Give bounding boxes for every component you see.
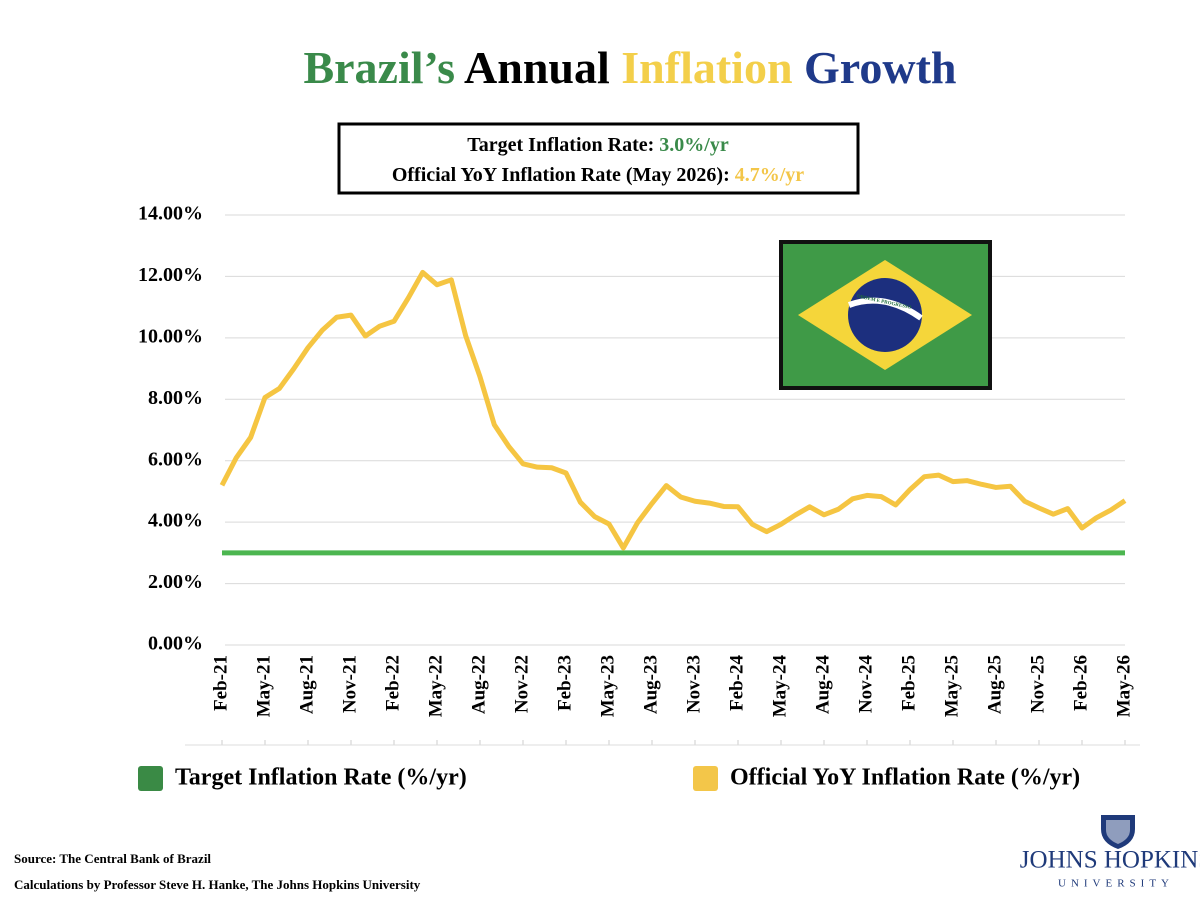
x-tick-label: Feb-25	[898, 655, 919, 711]
logo-sub: UNIVERSITY	[1058, 878, 1174, 890]
legend-swatch	[138, 766, 163, 791]
y-tick-label: 10.00%	[138, 325, 203, 347]
x-tick-label: Nov-21	[339, 655, 360, 713]
x-tick-label: Aug-23	[640, 655, 661, 714]
x-tick-label: May-24	[769, 655, 790, 718]
chart-title: Brazil’s Annual Inflation Growth	[303, 42, 956, 93]
info-box	[337, 122, 860, 195]
flag-globe	[848, 278, 922, 352]
x-tick-label: May-22	[425, 655, 446, 717]
annotation-label: Target Inflation Rate:	[467, 134, 654, 156]
title-part: Brazil’s	[303, 42, 455, 93]
plot-area: 0.00% 2.00% 4.00% 6.00% 8.00% 10.00% 12.00% 14.…	[138, 203, 1134, 745]
annotation: Official YoY Inflation Rate (May 2026): …	[392, 164, 804, 186]
y-tick-label: 0.00%	[148, 633, 203, 655]
legend-label: Target Inflation Rate (%/yr)	[175, 765, 467, 791]
x-tick-label: Aug-25	[984, 655, 1005, 714]
x-tick-label: Feb-23	[554, 655, 575, 711]
logo-shield-inner	[1106, 820, 1130, 844]
annotation-value: 3.0%/yr	[659, 134, 729, 156]
series-line	[219, 269, 1127, 551]
y-tick-label: 4.00%	[148, 510, 203, 532]
source: Source: The Central Bank of Brazil	[14, 851, 211, 866]
x-tick-label: May-21	[253, 655, 274, 717]
logo: JOHNS HOPKINS UNIVERSITY	[1020, 815, 1200, 890]
y-tick-label: 8.00%	[148, 387, 203, 409]
logo-name: JOHNS HOPKINS	[1020, 847, 1200, 874]
x-tick-label: Nov-23	[683, 655, 704, 713]
x-tick-label: Aug-22	[468, 655, 489, 714]
x-tick-label: Feb-22	[382, 655, 403, 711]
legend-label: Official YoY Inflation Rate (%/yr)	[730, 765, 1080, 791]
source: Calculations by Professor Steve H. Hanke…	[14, 877, 421, 892]
x-tick-label: Aug-21	[296, 655, 317, 714]
x-tick-label: Aug-24	[812, 655, 833, 715]
y-tick-label: 6.00%	[148, 448, 203, 470]
x-tick-label: Nov-25	[1027, 655, 1048, 713]
title-part: Annual	[464, 42, 610, 93]
annotation-label: Official YoY Inflation Rate (May 2026):	[392, 164, 730, 186]
annotation: Target Inflation Rate: 3.0%/yr	[467, 134, 729, 156]
y-tick-label: 14.00%	[138, 203, 203, 225]
flag-band	[847, 297, 923, 321]
legend: Target Inflation Rate (%/yr) Official YoY…	[138, 765, 1080, 791]
y-tick-label: 12.00%	[138, 264, 203, 286]
title-part: Growth	[804, 42, 957, 93]
x-tick-label: Nov-22	[511, 655, 532, 713]
x-tick-label: Feb-26	[1070, 655, 1091, 711]
x-tick-label: Feb-21	[210, 655, 231, 711]
y-tick-label: 2.00%	[148, 571, 203, 593]
x-tick-label: Nov-24	[855, 655, 876, 714]
x-tick-label: May-26	[1113, 655, 1134, 717]
annotation-value: 4.7%/yr	[735, 164, 805, 186]
x-tick-label: Feb-24	[726, 655, 747, 711]
x-tick-label: May-23	[597, 655, 618, 717]
flag: ORDEM E PROGRESSO	[779, 240, 992, 390]
x-tick-label: May-25	[941, 655, 962, 717]
legend-swatch	[693, 766, 718, 791]
title-part: Inflation	[621, 42, 792, 93]
